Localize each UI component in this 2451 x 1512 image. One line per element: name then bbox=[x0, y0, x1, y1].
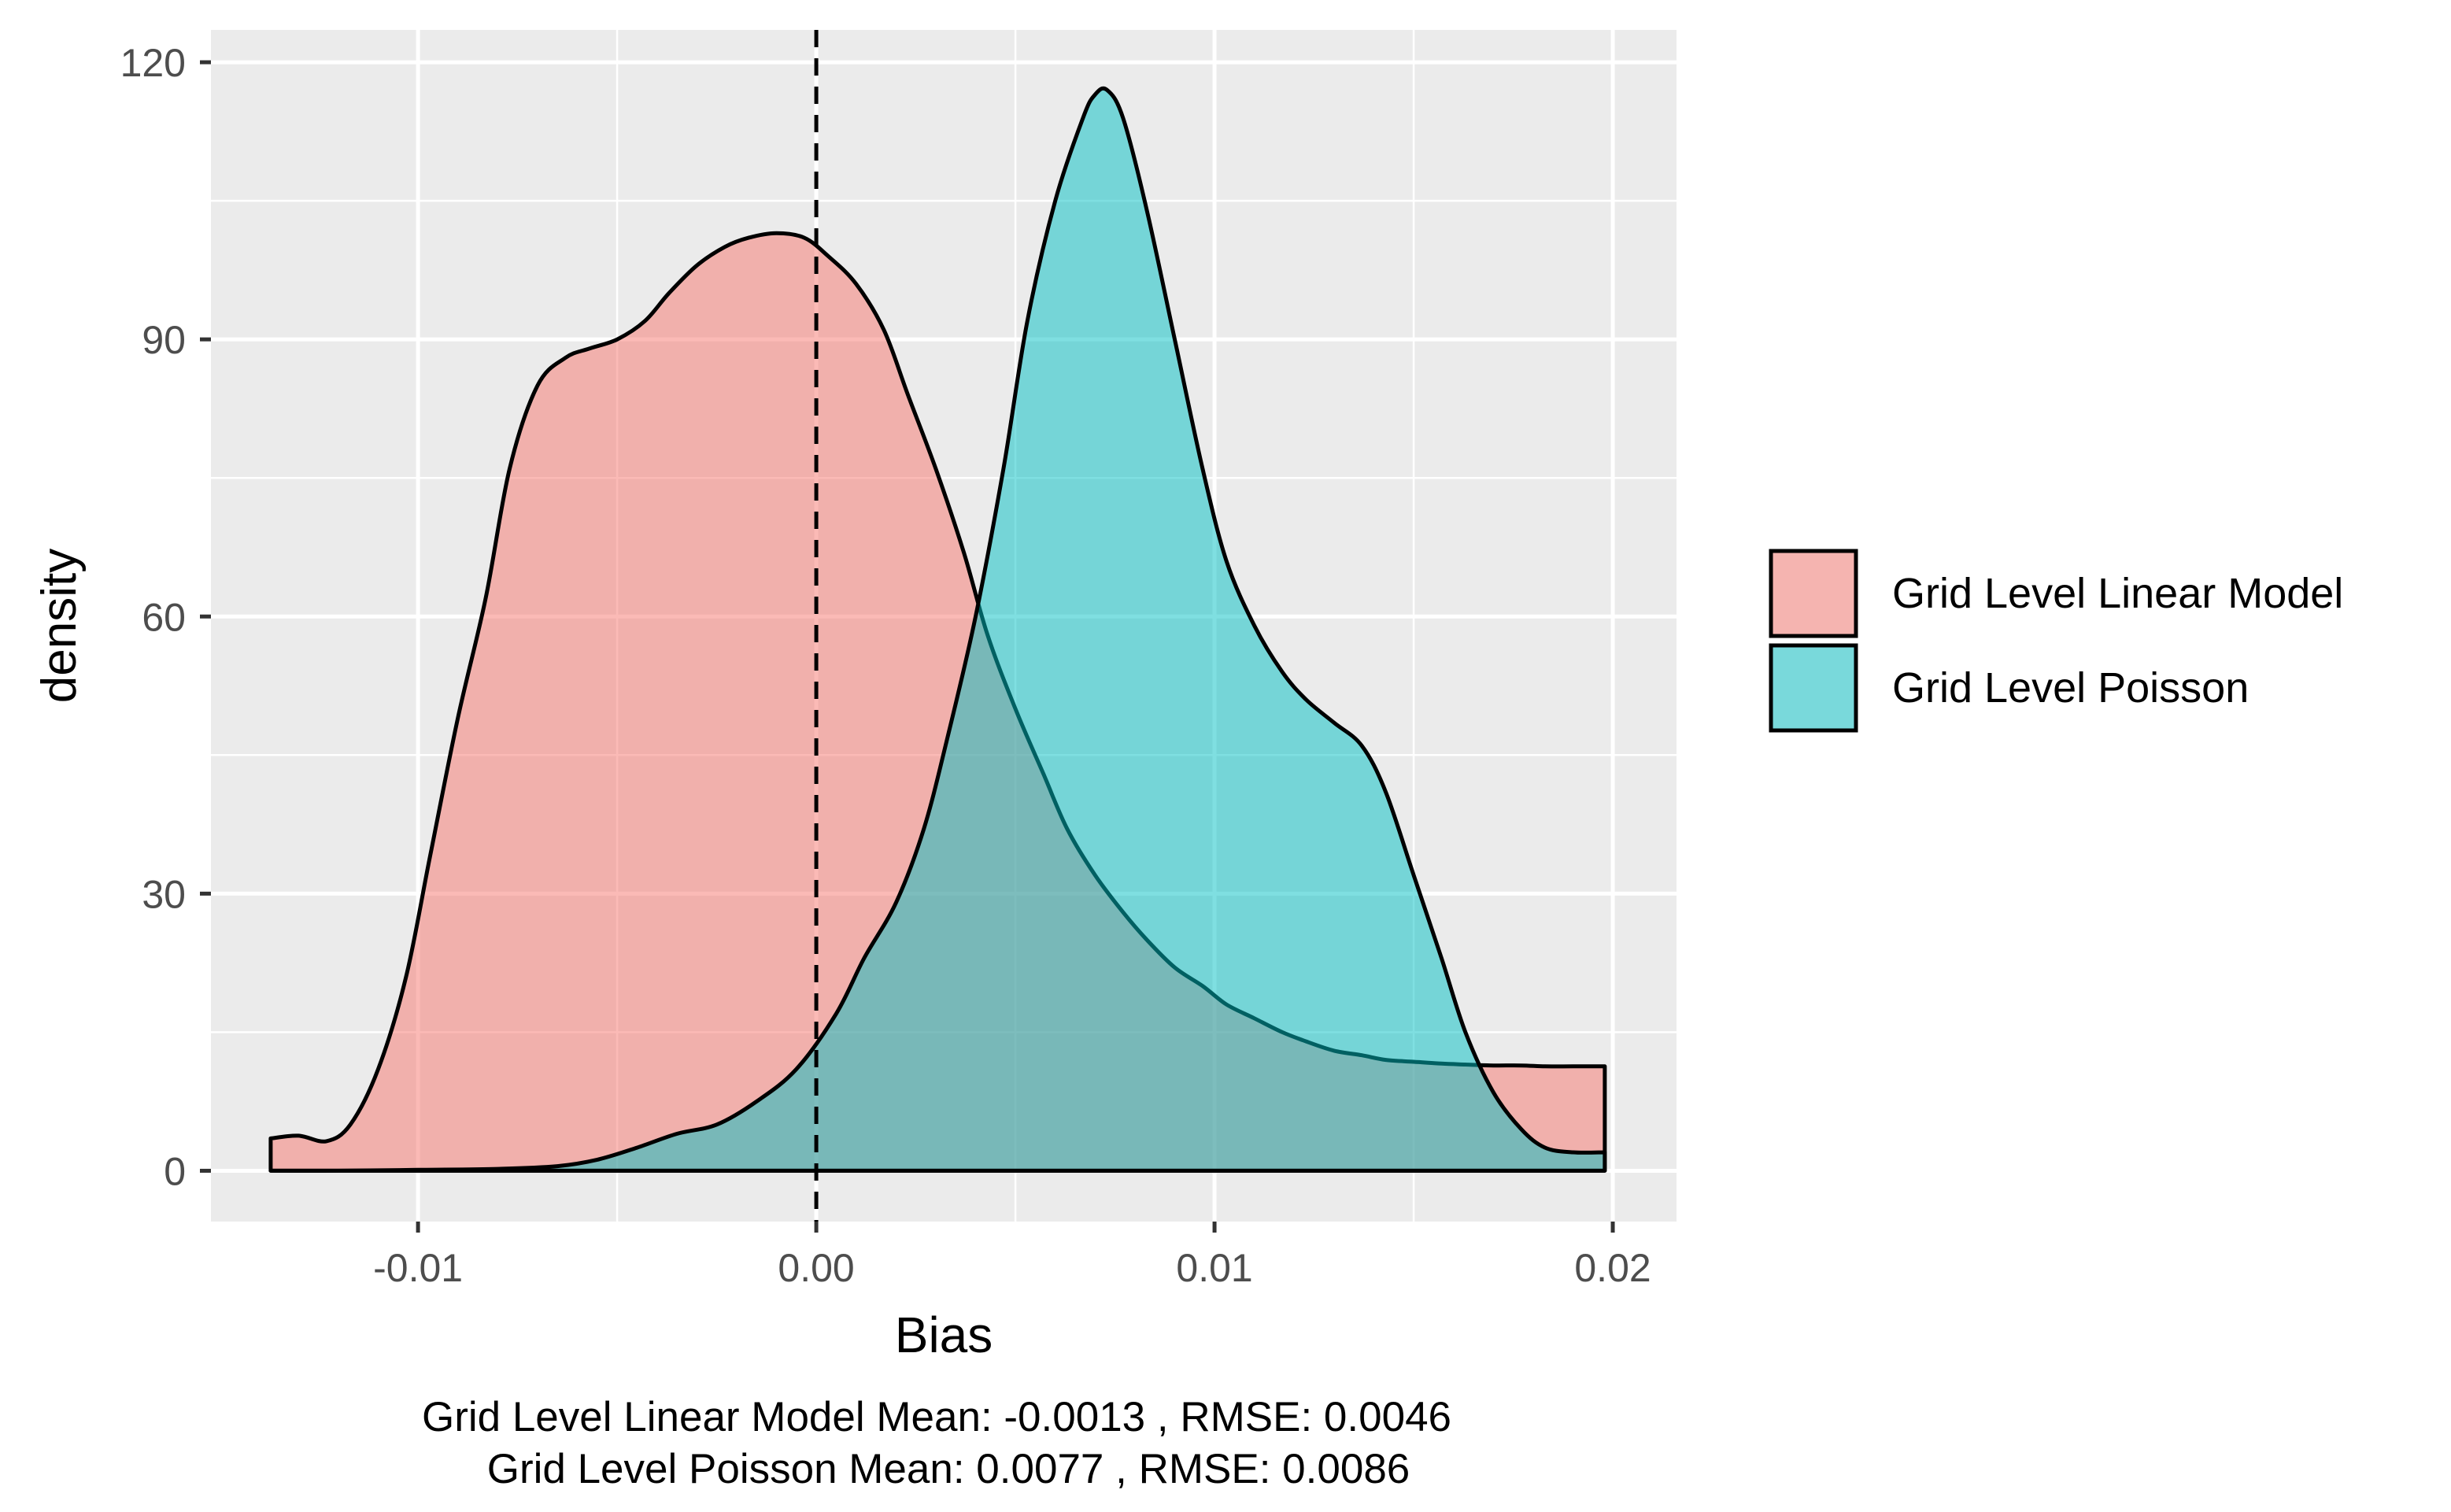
x-tick-label: 0.00 bbox=[778, 1246, 854, 1290]
caption-line-2: Grid Level Poisson Mean: 0.0077 , RMSE: … bbox=[487, 1446, 1410, 1492]
x-axis-label: Bias bbox=[895, 1307, 993, 1363]
density-area-series-2 bbox=[268, 86, 1607, 1173]
y-axis-label: density bbox=[32, 549, 87, 703]
legend: Grid Level Linear Model Grid Level Poisso… bbox=[1769, 549, 2343, 733]
axis-ticks bbox=[200, 60, 1615, 1233]
legend-label-series-2: Grid Level Poisson bbox=[1892, 664, 2249, 712]
legend-swatch-series-2 bbox=[1769, 643, 1858, 733]
legend-label-series-1: Grid Level Linear Model bbox=[1892, 570, 2343, 617]
x-tick-label: -0.01 bbox=[373, 1246, 463, 1290]
caption-line-1: Grid Level Linear Model Mean: -0.0013 , … bbox=[422, 1394, 1451, 1440]
tick-labels: -0.01 0.00 0.01 0.02 0 30 60 90 120 bbox=[120, 41, 1651, 1290]
y-tick-label: 30 bbox=[142, 872, 186, 916]
x-tick-label: 0.01 bbox=[1176, 1246, 1252, 1290]
legend-swatch-series-1 bbox=[1769, 549, 1858, 638]
y-tick-label: 120 bbox=[120, 41, 186, 85]
y-tick-label: 90 bbox=[142, 318, 186, 362]
density-areas bbox=[268, 86, 1607, 1173]
y-tick-label: 60 bbox=[142, 595, 186, 639]
x-tick-label: 0.02 bbox=[1574, 1246, 1651, 1290]
y-tick-label: 0 bbox=[164, 1149, 186, 1193]
